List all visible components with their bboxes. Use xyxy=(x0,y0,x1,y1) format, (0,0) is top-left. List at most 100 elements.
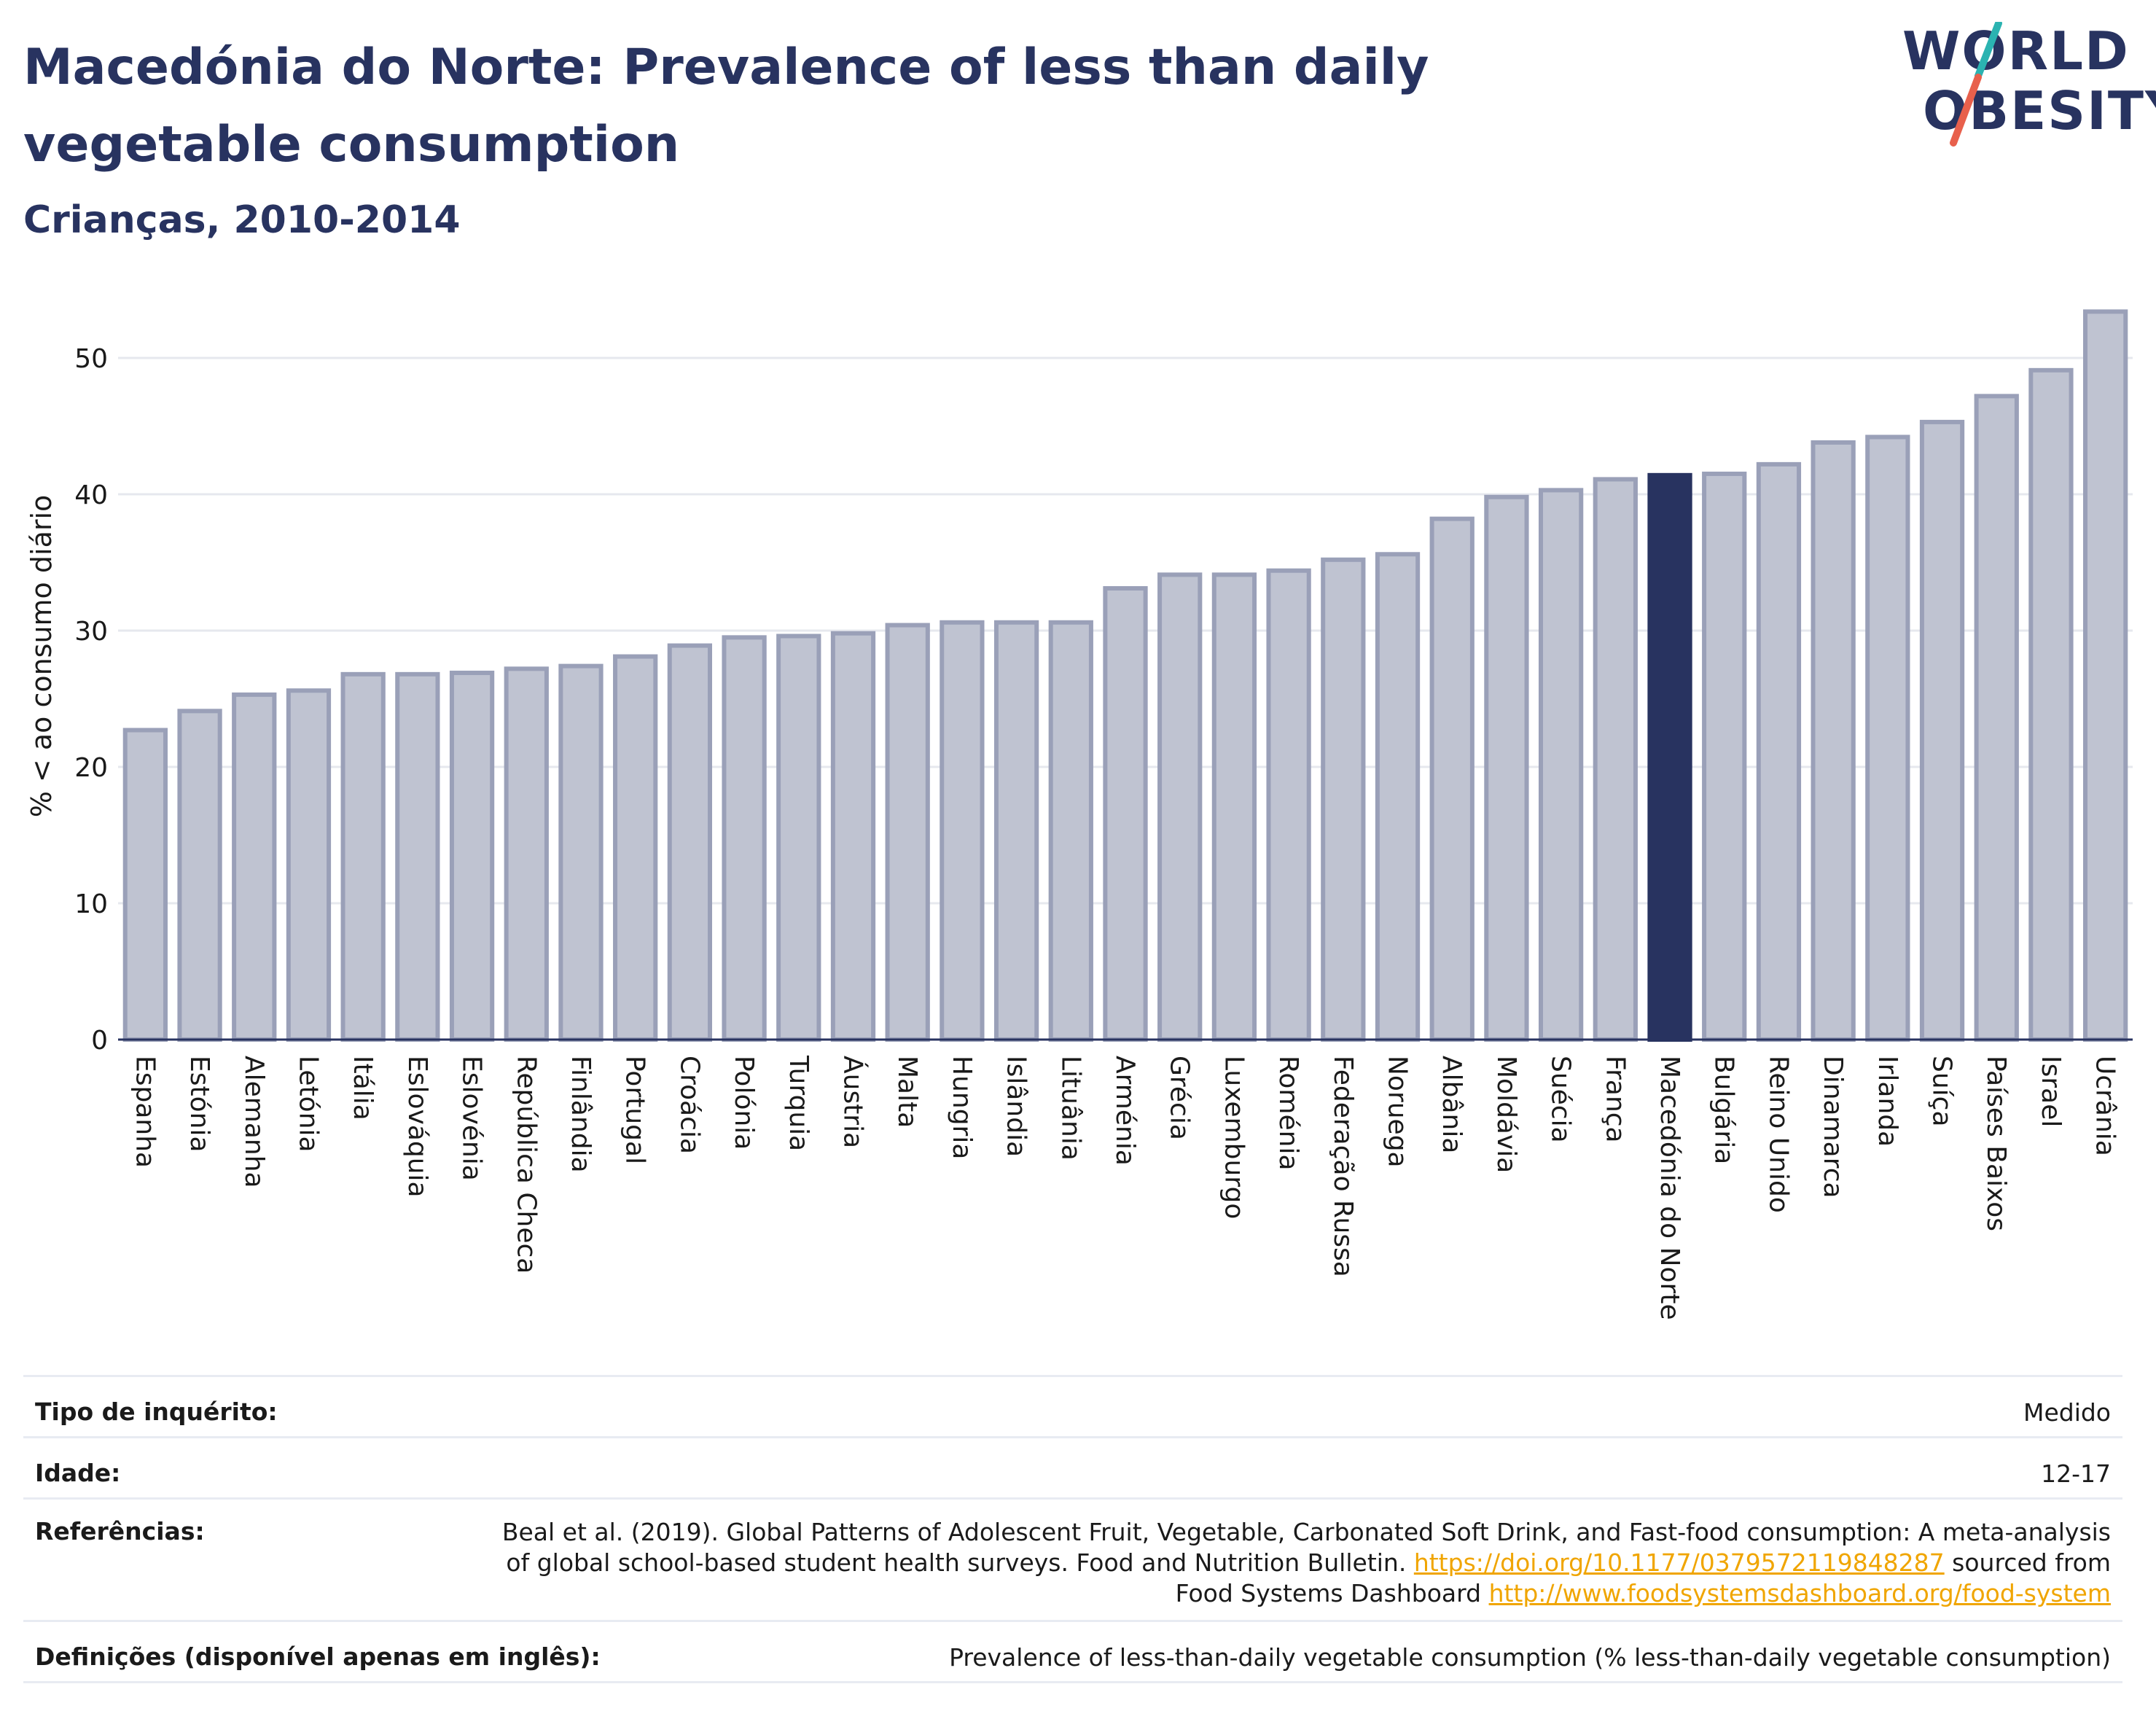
bar-eslováquia[interactable] xyxy=(395,671,440,1042)
info-table-end xyxy=(23,1681,2122,1683)
bar-turquia[interactable] xyxy=(776,634,821,1042)
x-tick-label: Lituânia xyxy=(1055,1056,1085,1161)
x-tick-label: Dinamarca xyxy=(1818,1056,1848,1198)
logo-line-1: WORLD xyxy=(1902,20,2130,82)
bar-croácia[interactable] xyxy=(667,643,713,1042)
bar-eslovénia[interactable] xyxy=(449,670,495,1042)
bar-áustria[interactable] xyxy=(830,631,876,1042)
bar-itália[interactable] xyxy=(340,671,386,1042)
y-axis-title: % < ao consumo diário xyxy=(26,495,58,818)
x-tick-label: Espanha xyxy=(130,1056,160,1168)
survey-type-value: Medido xyxy=(2023,1398,2111,1427)
x-tick-label: Macedónia do Norte xyxy=(1655,1056,1684,1320)
bar-chart: 0 10 20 30 40 50 Espanha Estónia Alemanha Letóni… xyxy=(26,309,2133,1320)
logo-slash-icon xyxy=(1950,22,2002,147)
age-value: 12-17 xyxy=(2041,1459,2111,1488)
x-tick-label: Turquia xyxy=(784,1055,813,1151)
bar-arménia[interactable] xyxy=(1103,586,1148,1042)
y-tick-label: 20 xyxy=(74,753,108,783)
x-tick-label: Suíça xyxy=(1927,1056,1957,1127)
bar-israel[interactable] xyxy=(2028,367,2074,1042)
references-row: Referências: Beal et al. (2019). Global … xyxy=(23,1497,2122,1620)
x-tick-label: Hungria xyxy=(947,1056,977,1159)
age-row: Idade: 12-17 xyxy=(23,1436,2122,1497)
bar-alemanha[interactable] xyxy=(232,692,277,1042)
bar-noruega[interactable] xyxy=(1375,552,1421,1042)
definitions-label: Definições (disponível apenas em inglês)… xyxy=(35,1642,601,1671)
bar-luxemburgo[interactable] xyxy=(1211,572,1257,1042)
y-tick-label: 0 xyxy=(91,1026,108,1056)
bar-bulgária[interactable] xyxy=(1702,471,1747,1042)
x-tick-label: Luxemburgo xyxy=(1219,1056,1249,1219)
bar-ucrânia[interactable] xyxy=(2083,309,2128,1042)
y-tick-label: 50 xyxy=(74,344,108,374)
x-tick-label: Albânia xyxy=(1437,1056,1466,1153)
bars xyxy=(122,309,2128,1042)
reference-sourced-from: sourced from xyxy=(1952,1548,2111,1577)
x-tick-label: Suécia xyxy=(1546,1056,1576,1143)
x-tick-label: Países Baixos xyxy=(1981,1056,2011,1231)
bar-lituânia[interactable] xyxy=(1048,620,1093,1042)
dashboard-link[interactable]: http://www.foodsystemsdashboard.org/food… xyxy=(1488,1579,2111,1607)
reference-line-1: Beal et al. (2019). Global Patterns of A… xyxy=(501,1518,2111,1546)
x-tick-label: Alemanha xyxy=(239,1056,269,1188)
chart-title: Macedónia do Norte: Prevalence of less t… xyxy=(23,39,1429,174)
x-tick-label: Grécia xyxy=(1165,1056,1195,1140)
doi-link[interactable]: https://doi.org/10.1177/0379572119848287 xyxy=(1413,1548,1945,1577)
x-tick-label: França xyxy=(1600,1056,1630,1143)
x-tick-label: República Checa xyxy=(511,1056,541,1274)
references-label: Referências: xyxy=(35,1517,205,1545)
bar-frança[interactable] xyxy=(1593,477,1638,1042)
bar-moldávia[interactable] xyxy=(1484,494,1529,1042)
x-tick-label: Reino Unido xyxy=(1763,1056,1793,1213)
x-tick-label: Finlândia xyxy=(566,1056,595,1173)
x-tick-label: Irlanda xyxy=(1872,1056,1902,1147)
x-tick-label: Estónia xyxy=(184,1056,214,1153)
bar-malta[interactable] xyxy=(885,623,930,1042)
bar-grécia[interactable] xyxy=(1157,572,1203,1042)
bar-república-checa[interactable] xyxy=(504,666,549,1042)
world-obesity-logo[interactable]: WORLD OBESITY xyxy=(1902,20,2156,153)
definitions-value: Prevalence of less-than-daily vegetable … xyxy=(949,1643,2111,1672)
age-label: Idade: xyxy=(35,1459,121,1487)
survey-type-label: Tipo de inquérito: xyxy=(35,1398,278,1426)
bar-portugal[interactable] xyxy=(613,654,658,1042)
x-tick-label: Ucrânia xyxy=(2090,1056,2120,1156)
x-tick-label: Islândia xyxy=(1001,1056,1031,1157)
x-tick-label: Eslovénia xyxy=(457,1056,487,1181)
chart-subtitle: Crianças, 2010-2014 xyxy=(23,198,461,242)
bar-irlanda[interactable] xyxy=(1865,434,1910,1042)
x-tick-label: Eslováquia xyxy=(402,1056,432,1198)
bar-letónia[interactable] xyxy=(286,688,332,1042)
bar-macedónia-do-norte[interactable] xyxy=(1647,472,1692,1042)
bar-suécia[interactable] xyxy=(1538,488,1584,1042)
definitions-row: Definições (disponível apenas em inglês)… xyxy=(23,1620,2122,1681)
x-tick-label: Roménia xyxy=(1273,1056,1303,1171)
x-axis-labels: Espanha Estónia Alemanha Letónia Itália Eslov… xyxy=(130,1055,2120,1320)
reference-dashboard: Food Systems Dashboard xyxy=(1175,1579,1482,1607)
y-tick-label: 30 xyxy=(74,617,108,647)
x-tick-label: Croácia xyxy=(674,1056,704,1154)
bar-albânia[interactable] xyxy=(1429,516,1475,1042)
bar-estónia[interactable] xyxy=(177,709,222,1042)
x-tick-label: Áustria xyxy=(837,1056,868,1148)
bar-reino-unido[interactable] xyxy=(1756,461,1802,1042)
survey-type-row: Tipo de inquérito: Medido xyxy=(23,1375,2122,1436)
x-tick-label: Moldávia xyxy=(1491,1056,1521,1173)
bar-dinamarca[interactable] xyxy=(1811,440,1856,1042)
bar-islândia[interactable] xyxy=(993,620,1039,1042)
bar-suíça[interactable] xyxy=(1919,419,1965,1042)
bar-espanha[interactable] xyxy=(122,728,168,1042)
bar-federação-russa[interactable] xyxy=(1321,557,1366,1042)
bar-roménia[interactable] xyxy=(1266,568,1311,1042)
x-tick-label: Noruega xyxy=(1383,1056,1413,1168)
bar-países-baixos[interactable] xyxy=(1974,394,2019,1042)
references-text: Beal et al. (2019). Global Patterns of A… xyxy=(502,1517,2111,1609)
bar-polónia[interactable] xyxy=(722,635,767,1042)
bar-finlândia[interactable] xyxy=(558,663,604,1042)
bar-hungria[interactable] xyxy=(940,620,985,1042)
x-tick-label: Bulgária xyxy=(1709,1056,1739,1164)
y-axis-ticks: 0 10 20 30 40 50 xyxy=(74,344,108,1056)
y-tick-label: 40 xyxy=(74,480,108,510)
x-tick-label: Arménia xyxy=(1110,1056,1140,1166)
